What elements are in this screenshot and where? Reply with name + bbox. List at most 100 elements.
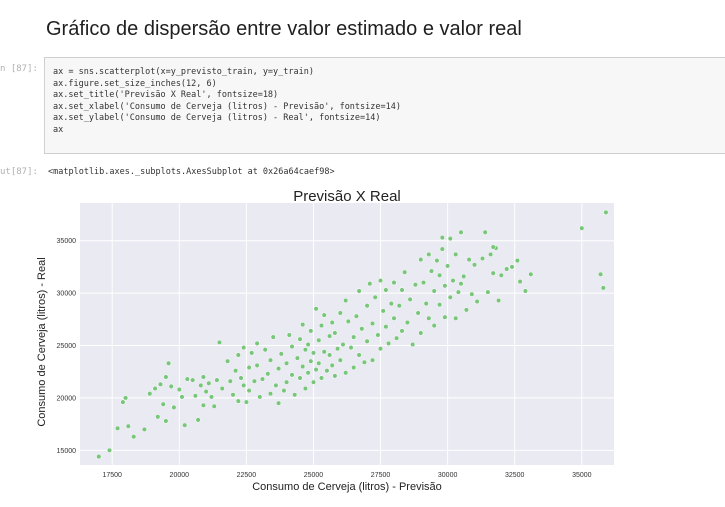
scatter-point (297, 336, 303, 342)
code-line: ax.set_xlabel('Consumo de Cerveja (litro… (53, 101, 401, 112)
output-prompt: ut[87]: (0, 167, 38, 177)
scatter-point (426, 251, 432, 257)
scatter-point (327, 333, 333, 339)
scatter-point (356, 288, 362, 294)
input-prompt: n [87]: (0, 64, 38, 74)
scatter-point (265, 371, 271, 377)
scatter-point (461, 273, 467, 279)
scatter-point (434, 258, 440, 264)
scatter-point (182, 422, 188, 428)
scatter-point (453, 251, 459, 257)
scatter-point (160, 401, 166, 407)
scatter-point (466, 257, 472, 263)
scatter-point (243, 399, 249, 405)
scatter-point (147, 391, 153, 397)
scatter-point (364, 338, 370, 344)
scatter-point (190, 377, 196, 383)
scatter-point (388, 301, 394, 307)
scatter-point (442, 283, 448, 289)
scatter-point (241, 382, 247, 388)
scatter-point (498, 272, 504, 278)
scatter-point (402, 269, 408, 275)
scatter-point (292, 392, 298, 398)
scatter-point (179, 394, 185, 400)
scatter-point (152, 385, 158, 392)
x-axis-label: Consumo de Cerveja (litros) - Previsão (252, 481, 442, 493)
scatter-point (310, 350, 317, 356)
scatter-point (318, 375, 325, 381)
scatter-point (356, 352, 362, 358)
scatter-point (176, 386, 182, 393)
scatter-point (96, 454, 102, 460)
scatter-point (131, 434, 137, 440)
scatter-point (455, 289, 461, 295)
scatter-point (375, 332, 381, 338)
scatter-point (351, 334, 357, 340)
y-tick-label: 25000 (57, 343, 77, 350)
scatter-point (437, 272, 443, 278)
scatter-chart: Previsão X Real 17500 20000 22500 25000 2750… (36, 188, 614, 493)
scatter-point (281, 388, 287, 394)
y-axis-label: Consumo de Cerveja (litros) - Real (36, 257, 48, 426)
scatter-point (305, 370, 311, 376)
scatter-point (329, 362, 335, 368)
scatter-point (216, 339, 223, 345)
scatter-point (262, 347, 268, 353)
scatter-point (396, 303, 402, 309)
scatter-point (439, 235, 445, 241)
scatter-point (496, 297, 502, 304)
scatter-point (377, 346, 384, 352)
scatter-point (488, 251, 494, 257)
scatter-point (482, 229, 488, 235)
scatter-point (369, 320, 376, 327)
scatter-point (254, 362, 260, 368)
y-tick-labels: 15000 20000 25000 30000 35000 (57, 238, 77, 455)
scatter-point (351, 364, 357, 371)
scatter-point (415, 310, 421, 316)
scatter-point (273, 382, 279, 388)
scatter-point (490, 270, 496, 276)
scatter-point (458, 229, 464, 235)
scatter-point (474, 298, 480, 305)
scatter-point (504, 266, 510, 272)
y-tick-label: 30000 (57, 291, 77, 298)
scatter-point (305, 341, 311, 348)
code-editor[interactable]: ax = sns.scatterplot(x=y_previsto_train,… (53, 67, 401, 137)
scatter-point (471, 262, 478, 268)
scatter-point (321, 312, 327, 318)
scatter-point (120, 399, 126, 405)
scatter-point (321, 349, 327, 355)
scatter-point (313, 367, 319, 373)
scatter-point (267, 357, 274, 363)
x-tick-label: 32500 (505, 472, 525, 479)
scatter-point (141, 426, 147, 432)
scatter-point (163, 374, 169, 380)
scatter-point (337, 357, 343, 363)
scatter-point (300, 322, 306, 328)
x-tick-label: 35000 (572, 472, 592, 479)
scatter-point (391, 315, 397, 321)
grid-lines (80, 203, 614, 465)
scatter-point (259, 376, 266, 382)
scatter-point (394, 335, 400, 341)
scatter-point (335, 346, 341, 352)
scatter-point (598, 271, 604, 277)
scatter-point (447, 236, 453, 242)
scatter-point (426, 315, 432, 321)
scatter-point (445, 263, 451, 269)
scatter-point (353, 313, 359, 319)
scatter-point (211, 403, 217, 409)
scatter-point (404, 319, 410, 326)
scatter-point (359, 326, 365, 332)
scatter-point (308, 328, 314, 334)
scatter-point (294, 355, 300, 361)
x-tick-label: 27500 (371, 472, 391, 479)
scatter-point (332, 330, 338, 336)
data-points (96, 209, 609, 460)
scatter-point (423, 301, 429, 307)
x-tick-label: 25000 (304, 472, 324, 479)
code-cell[interactable]: ax = sns.scatterplot(x=y_previsto_train,… (44, 57, 725, 154)
scatter-point (469, 291, 475, 297)
scatter-point (163, 418, 169, 424)
scatter-point (528, 271, 534, 277)
